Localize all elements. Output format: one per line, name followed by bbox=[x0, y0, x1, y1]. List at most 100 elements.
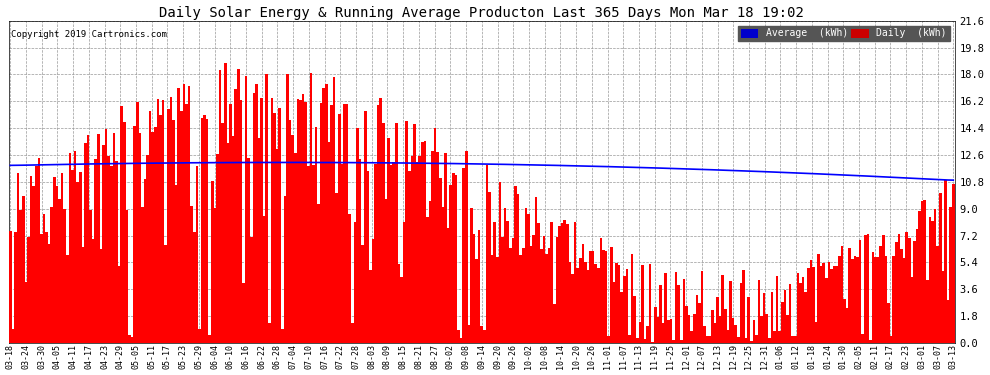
Bar bbox=[940, 193, 941, 343]
Bar bbox=[92, 239, 94, 343]
Bar bbox=[30, 176, 33, 343]
Bar bbox=[568, 262, 571, 343]
Bar bbox=[864, 234, 866, 343]
Bar bbox=[465, 151, 467, 343]
Bar bbox=[97, 134, 100, 343]
Bar bbox=[230, 104, 232, 343]
Bar bbox=[294, 153, 297, 343]
Bar bbox=[263, 216, 265, 343]
Bar bbox=[156, 99, 159, 343]
Bar bbox=[20, 210, 22, 343]
Bar bbox=[656, 317, 659, 343]
Bar bbox=[483, 330, 486, 343]
Bar bbox=[392, 162, 395, 343]
Bar bbox=[488, 192, 491, 343]
Bar bbox=[885, 256, 887, 343]
Bar bbox=[778, 331, 781, 343]
Bar bbox=[690, 331, 693, 343]
Bar bbox=[115, 160, 118, 343]
Bar bbox=[815, 322, 818, 343]
Bar bbox=[851, 259, 853, 343]
Bar bbox=[804, 292, 807, 343]
Bar bbox=[944, 180, 946, 343]
Bar bbox=[623, 276, 626, 343]
Bar bbox=[429, 201, 432, 343]
Bar bbox=[560, 223, 563, 343]
Bar bbox=[688, 315, 690, 343]
Bar bbox=[446, 228, 449, 343]
Bar bbox=[46, 232, 48, 343]
Bar bbox=[882, 235, 885, 343]
Bar bbox=[735, 324, 737, 343]
Bar bbox=[877, 256, 879, 343]
Bar bbox=[325, 84, 328, 343]
Bar bbox=[651, 342, 654, 343]
Bar bbox=[845, 308, 848, 343]
Bar bbox=[613, 282, 615, 343]
Bar bbox=[527, 214, 530, 343]
Bar bbox=[403, 222, 405, 343]
Bar bbox=[799, 283, 802, 343]
Bar bbox=[675, 272, 677, 343]
Bar bbox=[395, 123, 398, 343]
Bar bbox=[807, 268, 810, 343]
Bar bbox=[193, 232, 196, 343]
Bar bbox=[177, 88, 180, 343]
Bar bbox=[871, 252, 874, 343]
Bar bbox=[405, 121, 408, 343]
Bar bbox=[493, 222, 496, 343]
Bar bbox=[235, 88, 237, 343]
Bar bbox=[366, 171, 369, 343]
Bar bbox=[353, 222, 356, 343]
Bar bbox=[315, 127, 317, 343]
Bar bbox=[299, 100, 302, 343]
Bar bbox=[400, 278, 403, 343]
Bar bbox=[908, 238, 911, 343]
Bar bbox=[491, 255, 493, 343]
Bar bbox=[38, 158, 40, 343]
Bar bbox=[216, 154, 219, 343]
Bar bbox=[662, 323, 664, 343]
Bar bbox=[919, 210, 921, 343]
Bar bbox=[442, 207, 445, 343]
Bar bbox=[812, 267, 815, 343]
Bar bbox=[615, 263, 618, 343]
Bar bbox=[416, 162, 419, 343]
Bar bbox=[634, 296, 636, 343]
Bar bbox=[685, 306, 688, 343]
Bar bbox=[749, 341, 752, 343]
Bar bbox=[858, 240, 861, 343]
Bar bbox=[219, 70, 222, 343]
Bar bbox=[900, 249, 903, 343]
Bar bbox=[297, 99, 299, 343]
Bar bbox=[841, 246, 843, 343]
Bar bbox=[94, 159, 97, 343]
Bar bbox=[571, 274, 574, 343]
Bar bbox=[644, 339, 646, 343]
Bar bbox=[682, 279, 685, 343]
Bar bbox=[74, 151, 76, 343]
Bar bbox=[79, 172, 81, 343]
Bar bbox=[932, 221, 934, 343]
Bar bbox=[307, 166, 310, 343]
Bar bbox=[185, 104, 188, 343]
Bar bbox=[252, 93, 255, 343]
Bar bbox=[317, 204, 320, 343]
Bar bbox=[134, 126, 136, 343]
Bar bbox=[517, 194, 520, 343]
Bar bbox=[201, 118, 203, 343]
Bar bbox=[53, 177, 55, 343]
Bar bbox=[454, 175, 457, 343]
Bar bbox=[108, 156, 110, 343]
Bar bbox=[621, 292, 623, 343]
Bar bbox=[172, 120, 175, 343]
Bar bbox=[426, 217, 429, 343]
Bar bbox=[672, 340, 675, 343]
Bar bbox=[408, 171, 411, 343]
Bar bbox=[856, 257, 858, 343]
Bar bbox=[457, 330, 459, 343]
Bar bbox=[379, 98, 382, 343]
Bar bbox=[131, 337, 134, 343]
Bar bbox=[602, 250, 605, 343]
Bar bbox=[43, 214, 46, 343]
